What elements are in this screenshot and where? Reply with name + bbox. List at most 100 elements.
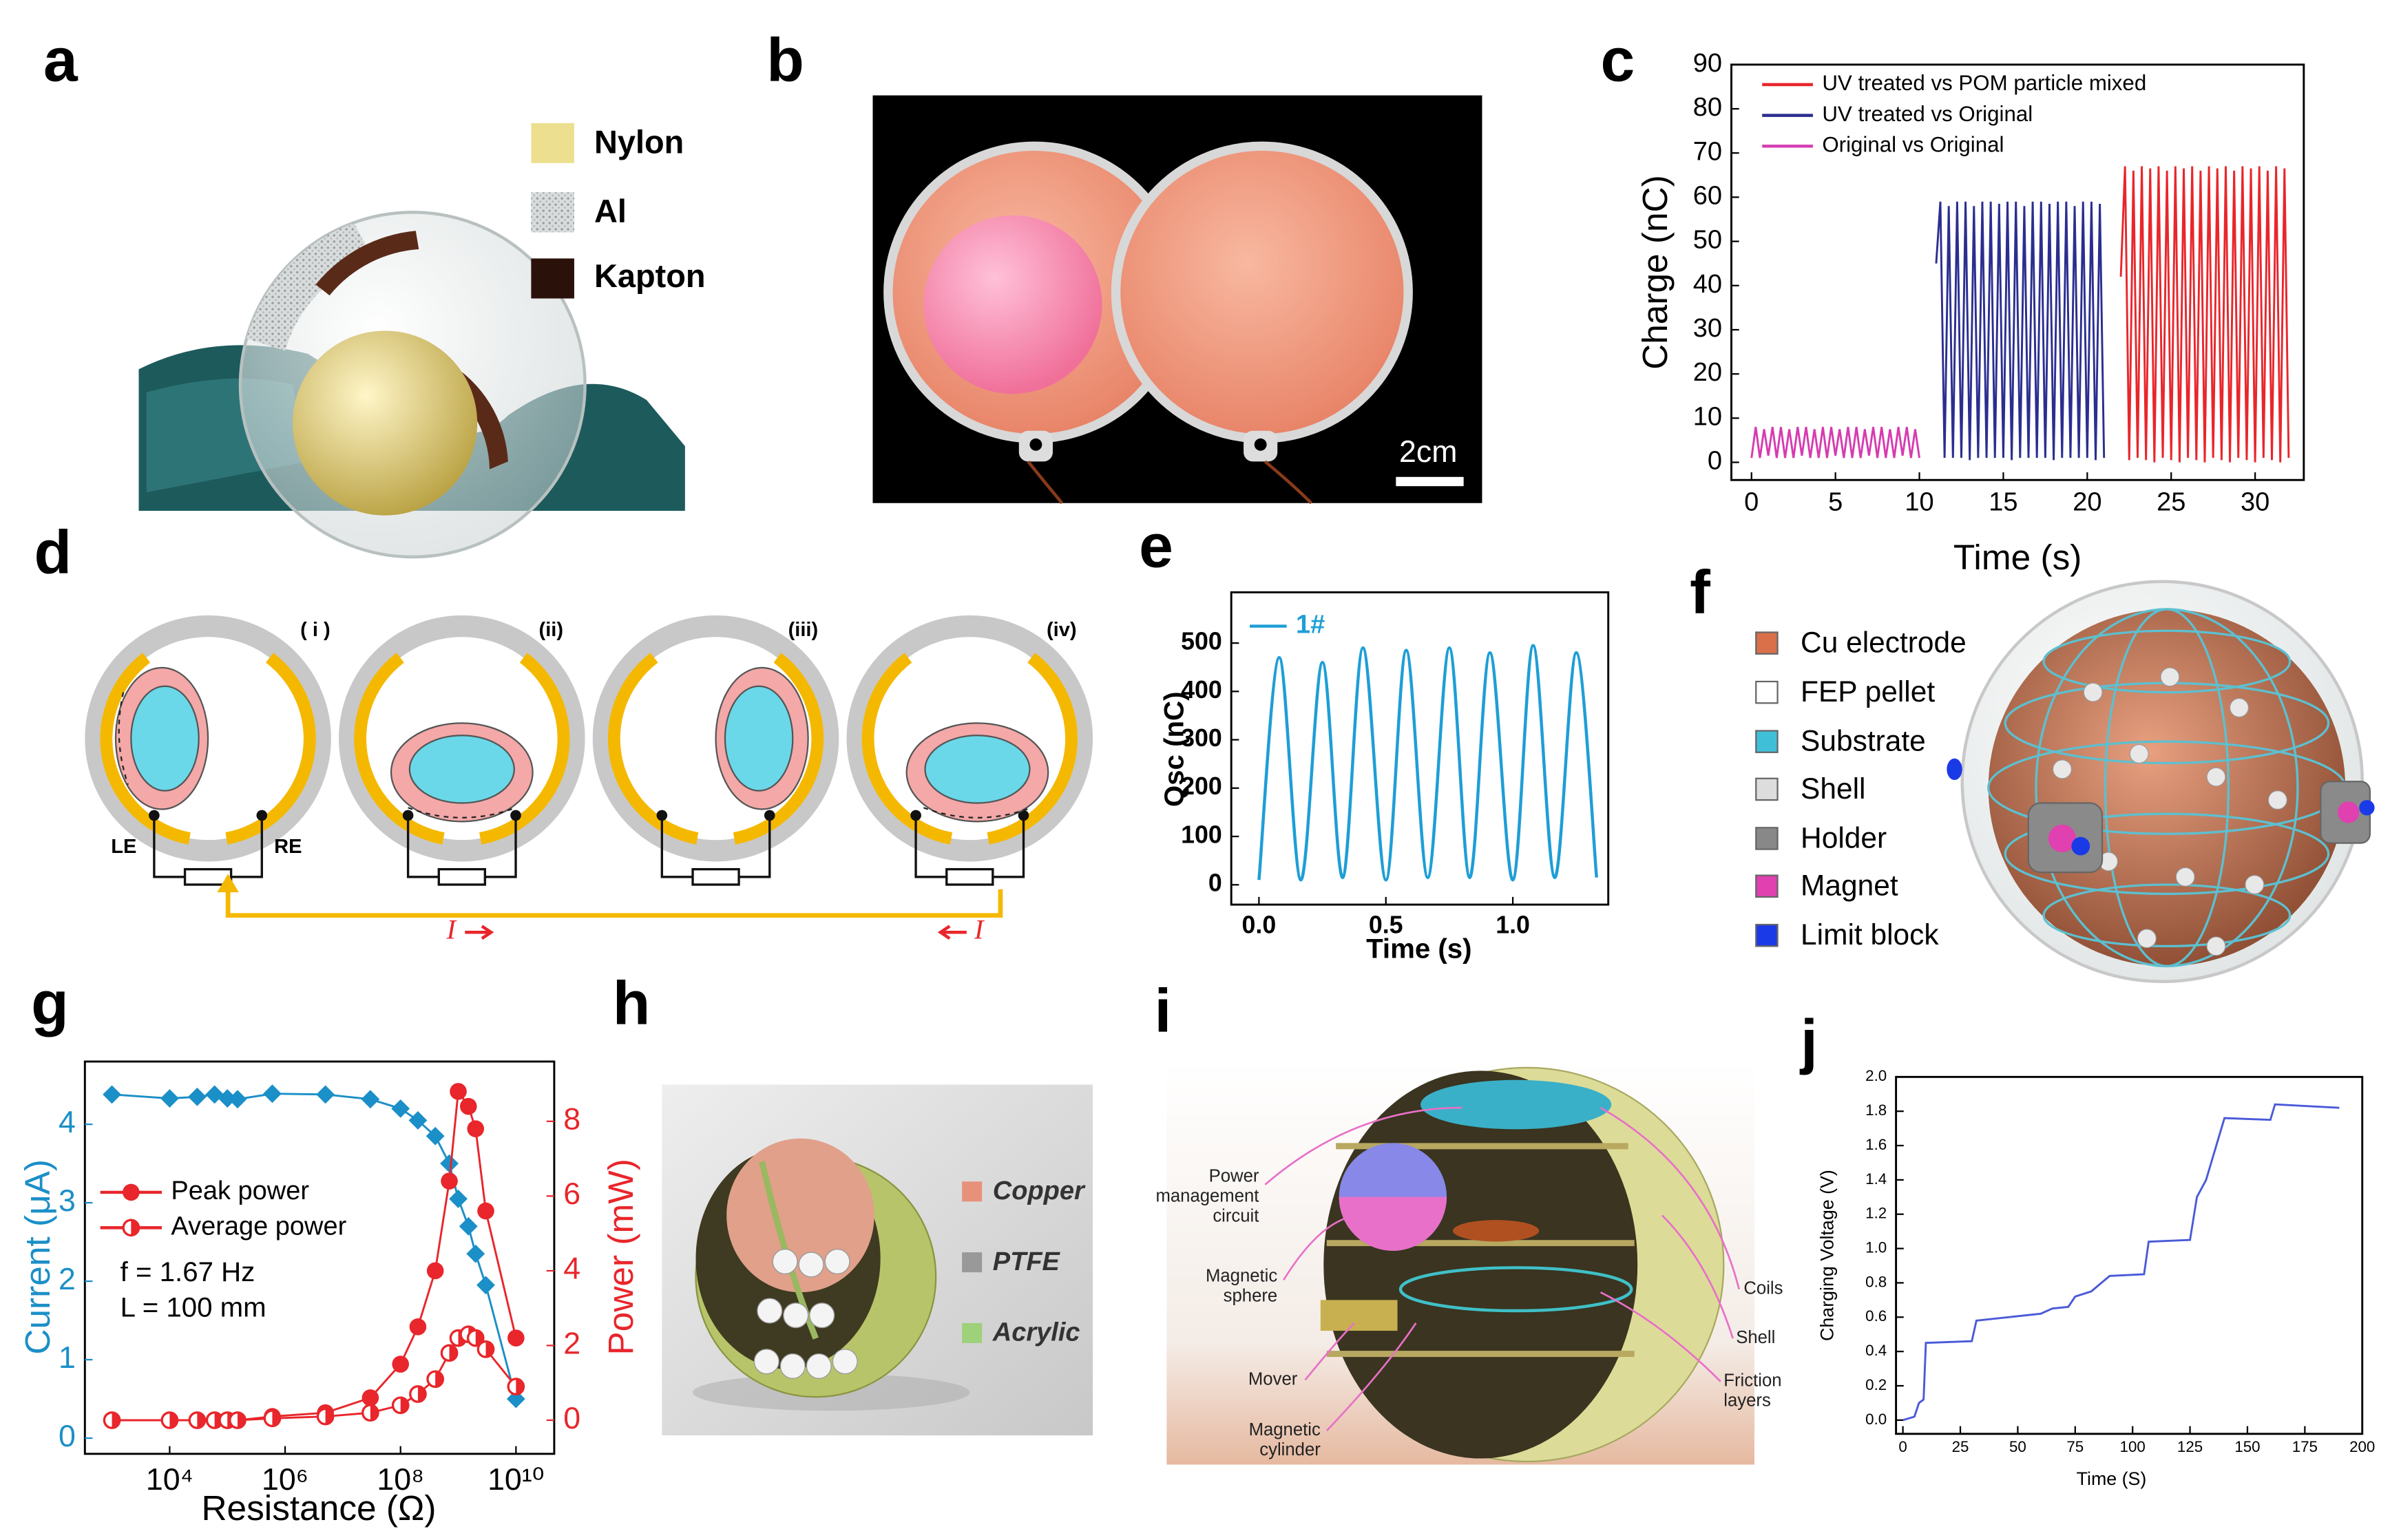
y-tick-label: 0 [1208, 869, 1222, 897]
panel-labels: a b c d e f g h i j [31, 25, 1818, 1075]
legend-label: Copper [993, 1177, 1086, 1205]
panel-label: c [1601, 25, 1635, 94]
x-tick-label: 10⁶ [262, 1463, 308, 1497]
callout-label: management [1155, 1186, 1259, 1205]
y-tick-label: 0.6 [1865, 1307, 1887, 1325]
callout-label: cylinder [1259, 1440, 1321, 1459]
y-tick-label: 1.6 [1865, 1136, 1887, 1153]
legend-label: Original vs Original [1822, 133, 2004, 157]
series-line [1257, 644, 1598, 882]
y-tick-label: 20 [1693, 358, 1722, 387]
callout-label: Magnetic [1249, 1420, 1321, 1439]
legend-label: Substrate [1801, 725, 1926, 757]
annotation: L = 100 mm [120, 1291, 266, 1322]
legend-label: Holder [1801, 821, 1887, 854]
y-tick-label: 100 [1181, 821, 1222, 848]
marker-half [400, 1397, 408, 1413]
marker [408, 1111, 428, 1130]
marker-half [131, 1220, 139, 1236]
legend-label: Kapton [594, 258, 706, 294]
current-label: I [445, 914, 457, 945]
plot-frame [1230, 591, 1610, 906]
callout-label: circuit [1213, 1206, 1259, 1225]
marker [467, 1120, 485, 1137]
panel-label: a [43, 25, 78, 94]
callout-label: Power [1209, 1166, 1259, 1185]
legend-label: FEP pellet [1801, 675, 1935, 708]
callout-label: Coils [1743, 1279, 1783, 1298]
marker-half [370, 1404, 379, 1421]
marker [459, 1097, 477, 1115]
marker [507, 1329, 525, 1347]
panel-label: g [31, 968, 69, 1037]
x-tick-label: 175 [2292, 1438, 2318, 1455]
marker [392, 1356, 409, 1373]
y-tick-label: 0 [59, 1420, 76, 1453]
x-tick-label: 0.5 [1369, 911, 1403, 939]
x-tick-label: 0 [1744, 487, 1759, 516]
callout-label: Shell [1736, 1328, 1775, 1347]
y-tick-label: 0.4 [1865, 1342, 1887, 1359]
y-tick-label: 70 [1693, 137, 1722, 166]
y-tick-label: 400 [1181, 676, 1222, 704]
x-axis-label: Time (s) [1953, 537, 2082, 577]
plot-frame [1895, 1075, 2364, 1435]
legend-label: UV treated vs POM particle mixed [1822, 71, 2146, 95]
callout-label: Friction [1723, 1371, 1781, 1391]
y-tick-label: 1.4 [1865, 1170, 1887, 1188]
marker [466, 1329, 485, 1347]
x-tick-label: 25 [1952, 1438, 1969, 1455]
marker [449, 1190, 468, 1208]
x-tick-label: 1.0 [1496, 911, 1530, 939]
y-axis-label: Charging Voltage (V) [1816, 1170, 1837, 1341]
marker [228, 1090, 247, 1109]
marker [391, 1396, 410, 1415]
x-tick-label: 15 [1989, 487, 2017, 516]
legend-label: Al [594, 193, 627, 229]
callout-label: layers [1723, 1391, 1771, 1411]
y-tick-label: 1.8 [1865, 1101, 1887, 1119]
marker [122, 1219, 140, 1237]
y-tick-label: 2.0 [1865, 1067, 1887, 1084]
y-tick-label: 3 [59, 1184, 76, 1218]
x-tick-label: 5 [1828, 487, 1843, 516]
legend-label: Shell [1801, 772, 1865, 805]
panel-label: f [1690, 558, 1710, 626]
legend-label: Average power [171, 1212, 346, 1241]
marker [477, 1202, 494, 1220]
y-tick-label: 2 [59, 1263, 76, 1296]
panel-i-illustration [1166, 1061, 1755, 1465]
marker [229, 1411, 247, 1429]
legend-label: 1# [1296, 611, 1325, 640]
y-tick-label: 4 [59, 1106, 76, 1139]
panel-a-illustration: Nylon Al Kapton [138, 123, 706, 559]
marker-half [449, 1345, 457, 1361]
panel-label: b [766, 25, 804, 94]
marker-half [169, 1412, 178, 1428]
y-axis-label: Charge (nC) [1635, 175, 1675, 370]
panel-label: i [1154, 976, 1171, 1045]
electrode-label: RE [274, 836, 302, 858]
x-tick-label: 10 [1905, 487, 1933, 516]
panel-b-photo: 2cm [872, 95, 1482, 505]
y-tick-label: 90 [1693, 49, 1722, 78]
legend-label: Peak power [171, 1177, 309, 1205]
marker [459, 1216, 478, 1236]
marker [476, 1276, 495, 1295]
marker-half [417, 1386, 426, 1402]
y-tick-label: 10 [1693, 402, 1722, 431]
panel-d-diagram: ( i ) (ii) (iii) (iv) LE RE I I [96, 619, 1082, 945]
panel-h-illustration: Copper PTFE Acrylic [662, 1084, 1093, 1436]
y2-tick-label: 8 [563, 1103, 580, 1137]
marker [409, 1318, 427, 1336]
x-tick-label: 30 [2241, 487, 2269, 516]
x-tick-label: 10¹⁰ [487, 1463, 545, 1497]
marker-half [435, 1371, 443, 1387]
marker [188, 1411, 207, 1429]
panel-label: j [1799, 1006, 1818, 1075]
panel-label: e [1139, 511, 1173, 580]
x-tick-label: 10⁸ [377, 1463, 424, 1497]
y-tick-label: 80 [1693, 93, 1722, 122]
x-axis-label: Resistance (Ω) [201, 1488, 436, 1528]
